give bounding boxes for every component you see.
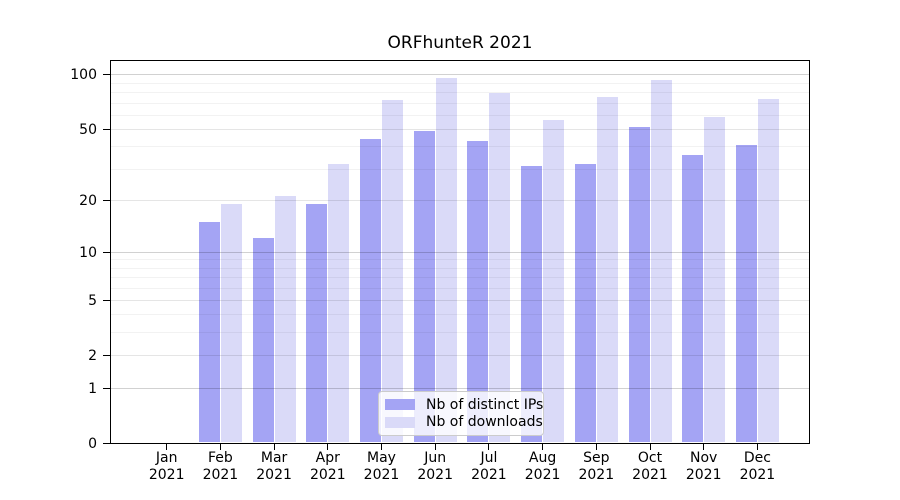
x-tick-mark-aug xyxy=(542,444,544,450)
x-tick-mark-nov xyxy=(703,444,705,450)
legend-entry-distinct-ips: Nb of distinct IPs xyxy=(385,396,543,413)
y-tick-mark-5 xyxy=(103,300,110,301)
year-label: 2021 xyxy=(632,467,668,483)
legend-entry-downloads: Nb of downloads xyxy=(385,414,543,431)
x-tick-mark-oct xyxy=(649,444,651,450)
y-tick-mark-10 xyxy=(103,252,110,253)
year-label: 2021 xyxy=(363,467,400,483)
year-label: 2021 xyxy=(256,467,292,483)
x-tick-mark-jul xyxy=(488,444,490,450)
year-label: 2021 xyxy=(685,467,722,483)
x-tick-label-mar: Mar 2021 xyxy=(242,450,306,484)
month-label: Jul xyxy=(480,450,498,466)
y-tick-label-100: 100 xyxy=(70,66,97,83)
x-tick-label-may: May 2021 xyxy=(350,450,414,484)
year-label: 2021 xyxy=(309,467,346,483)
month-label: Dec xyxy=(743,450,771,466)
x-tick-label-oct: Oct 2021 xyxy=(618,450,682,484)
y-tick-mark-0 xyxy=(103,443,110,444)
year-label: 2021 xyxy=(524,467,561,483)
y-tick-label-10: 10 xyxy=(79,244,97,261)
x-tick-label-jan: Jan 2021 xyxy=(135,450,199,484)
legend-label: Nb of distinct IPs xyxy=(426,396,544,413)
x-tick-label-aug: Aug 2021 xyxy=(511,450,575,484)
chart-title: ORFhunteR 2021 xyxy=(387,33,533,53)
x-tick-mark-dec xyxy=(756,444,758,450)
x-tick-mark-jan xyxy=(166,444,168,450)
y-tick-mark-2 xyxy=(103,355,110,356)
month-label: Nov xyxy=(690,450,718,466)
legend-swatch-icon xyxy=(385,416,415,428)
y-tick-mark-20 xyxy=(103,200,110,201)
x-tick-mark-feb xyxy=(219,444,221,450)
month-label: Jan xyxy=(155,450,178,466)
x-tick-label-jul: Jul 2021 xyxy=(457,450,521,484)
x-tick-mark-may xyxy=(381,444,382,450)
year-label: 2021 xyxy=(578,467,615,483)
x-tick-mark-jun xyxy=(434,444,436,450)
y-tick-label-0: 0 xyxy=(88,435,97,452)
x-tick-mark-sep xyxy=(595,444,597,450)
x-tick-label-feb: Feb 2021 xyxy=(188,450,252,484)
x-tick-mark-apr xyxy=(327,444,329,450)
month-label: Mar xyxy=(260,450,288,466)
x-tick-label-sep: Sep 2021 xyxy=(564,450,628,484)
y-tick-mark-1 xyxy=(103,388,110,389)
y-tick-label-50: 50 xyxy=(79,121,97,138)
month-label: Aug xyxy=(528,450,557,466)
y-tick-label-20: 20 xyxy=(79,192,97,209)
plot-area xyxy=(110,60,810,444)
month-label: May xyxy=(367,450,396,466)
month-label: Oct xyxy=(637,450,663,466)
x-tick-label-jun: Jun 2021 xyxy=(403,450,467,484)
year-label: 2021 xyxy=(739,467,776,483)
year-label: 2021 xyxy=(202,467,239,483)
x-tick-label-apr: Apr 2021 xyxy=(296,450,360,484)
legend: Nb of distinct IPs Nb of downloads xyxy=(378,391,544,436)
legend-swatch-icon xyxy=(385,399,415,411)
legend-label: Nb of downloads xyxy=(426,414,543,431)
y-tick-label-2: 2 xyxy=(88,347,97,364)
month-label: Sep xyxy=(583,450,610,466)
month-label: Jun xyxy=(424,450,447,466)
y-tick-mark-50 xyxy=(103,129,110,130)
month-label: Apr xyxy=(315,450,340,466)
x-tick-label-nov: Nov 2021 xyxy=(672,450,736,484)
year-label: 2021 xyxy=(471,467,507,483)
x-tick-label-dec: Dec 2021 xyxy=(725,450,789,484)
month-label: Feb xyxy=(207,450,233,466)
y-tick-label-5: 5 xyxy=(88,292,97,309)
y-tick-mark-100 xyxy=(103,74,110,75)
x-tick-mark-mar xyxy=(273,444,275,450)
year-label: 2021 xyxy=(417,467,453,483)
y-tick-label-1: 1 xyxy=(88,380,97,397)
year-label: 2021 xyxy=(148,467,185,483)
